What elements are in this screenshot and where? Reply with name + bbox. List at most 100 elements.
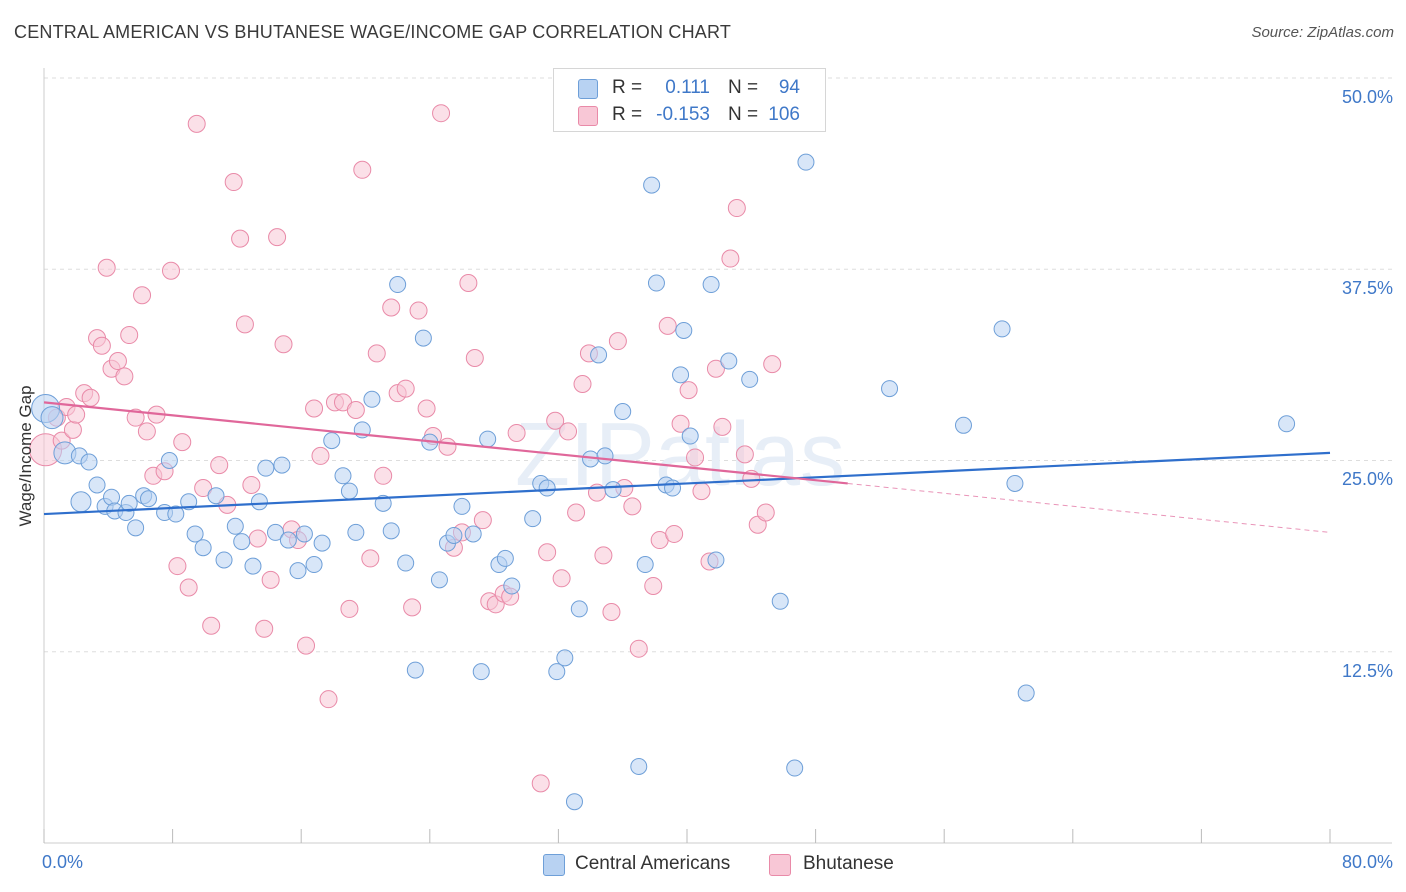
central-americans-point (88, 476, 106, 494)
bhutanese-point (665, 524, 684, 543)
central-americans-point (334, 467, 352, 485)
central-americans-point (681, 427, 699, 445)
central-americans-point (503, 577, 521, 595)
bhutanese-point (173, 433, 192, 452)
central-americans-point (313, 534, 331, 552)
central-americans-point (881, 380, 899, 398)
bhutanese-point (692, 482, 711, 501)
bhutanese-point (305, 399, 324, 418)
central-americans-point (397, 554, 415, 572)
central-americans-point (139, 490, 157, 508)
central-americans-point (647, 274, 665, 292)
bhutanese-point (438, 437, 457, 456)
bhutanese-point (573, 375, 592, 393)
central-americans-point (406, 661, 424, 679)
bhutanese-point (382, 298, 401, 317)
central-americans-point (548, 663, 566, 681)
central-americans-point (80, 453, 98, 471)
bhutanese-point (67, 405, 86, 424)
central-americans-point (604, 481, 622, 499)
central-americans-point (295, 525, 313, 543)
bhutanese-trendline (43, 401, 848, 485)
legend-label: Bhutanese (803, 853, 894, 874)
central-americans-point (340, 482, 358, 500)
bhutanese-point (92, 336, 111, 355)
bhutanese-point (255, 619, 274, 638)
bhutanese-point (465, 348, 484, 367)
bhutanese-point (319, 690, 338, 709)
central-americans-point (496, 549, 514, 567)
bhutanese-point (594, 546, 613, 565)
central-americans-point (675, 321, 693, 339)
central-americans-point (279, 531, 297, 549)
bhutanese-point (274, 335, 293, 354)
bhutanese-point (374, 466, 393, 485)
n-value: 106 (768, 104, 800, 125)
trend-lines (43, 401, 1331, 533)
x-tick-label: 80.0% (1341, 852, 1393, 872)
r-label: R = (612, 77, 643, 98)
central-americans-point (374, 494, 392, 512)
bhutanese-point (417, 399, 436, 418)
central-americans-point (445, 526, 463, 544)
pink-swatch (578, 106, 598, 126)
central-americans-point (954, 416, 972, 434)
bhutanese-point (644, 576, 663, 595)
central-americans-point (414, 329, 432, 347)
bhutanese-point (602, 602, 621, 621)
bhutanese-point (235, 315, 254, 334)
blue-swatch (543, 854, 565, 876)
legend-row-central-americans: R = 0.111 N = 94 (554, 75, 825, 101)
bhutanese-point (538, 543, 557, 562)
central-americans-point (103, 488, 121, 506)
bhutanese-point (552, 569, 571, 588)
central-americans-point (167, 505, 185, 523)
bhutanese-point (567, 503, 586, 522)
bhutanese-point (629, 639, 648, 658)
central-americans-point (993, 320, 1011, 338)
central-americans-point (614, 403, 632, 421)
bhutanese-point (133, 286, 152, 305)
central-americans-point (347, 523, 365, 541)
central-americans-point (464, 525, 482, 543)
central-americans-point (257, 459, 275, 477)
bhutanese-point (187, 114, 206, 133)
bhutanese-point (403, 598, 422, 617)
pink-swatch (769, 854, 791, 876)
y-tick-label: 12.5% (1341, 661, 1393, 681)
central-americans-point (244, 557, 262, 575)
central-americans-point (636, 556, 654, 574)
central-americans-point (538, 479, 556, 497)
central-americans-point (186, 525, 204, 543)
central-americans-point (289, 562, 307, 580)
bhutanese-point (340, 599, 359, 618)
bhutanese-point (361, 549, 380, 568)
bhutanese-point (721, 249, 740, 268)
central-americans-point (160, 452, 178, 469)
source-credit: Source: ZipAtlas.com (1251, 24, 1394, 41)
central-americans-point (389, 276, 407, 294)
bhutanese-trendline-extension (847, 482, 1331, 533)
central-americans-point (266, 523, 284, 541)
central-americans-point (707, 551, 725, 569)
bhutanese-point (120, 326, 139, 345)
central-americans-point (797, 153, 815, 171)
bhutanese-point (623, 497, 642, 516)
bhutanese-point (63, 420, 82, 439)
central-americans-point (771, 592, 789, 610)
bhutanese-point (727, 199, 746, 218)
central-americans-point (305, 556, 323, 574)
bhutanese-point (261, 570, 280, 589)
bhutanese-point (367, 344, 386, 363)
central-americans-point (630, 758, 648, 775)
central-americans-point (702, 276, 720, 294)
bhutanese-point (658, 316, 677, 335)
bhutanese-point (432, 104, 451, 123)
bhutanese-point (396, 379, 415, 398)
correlation-legend: R = 0.111 N = 94 R = -0.153 N = 106 (553, 68, 826, 132)
bhutanese-point (671, 414, 690, 433)
bhutanese-point (231, 229, 250, 248)
central-americans-point (672, 366, 690, 384)
bhutanese-points (29, 88, 782, 793)
bhutanese-point (706, 359, 725, 378)
